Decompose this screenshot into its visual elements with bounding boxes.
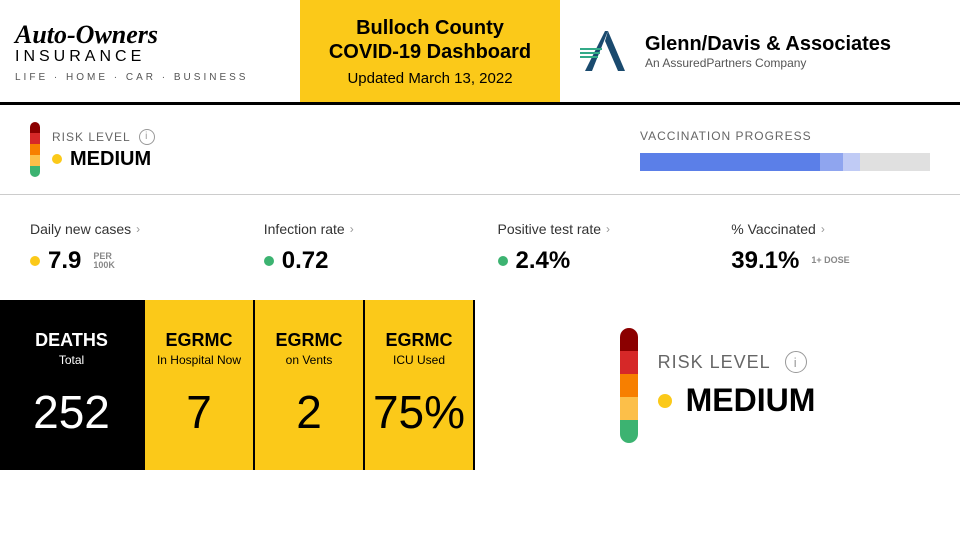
metric-value: 2.4%	[516, 247, 571, 275]
stat-title: EGRMC	[166, 331, 233, 351]
risk-label-large: RISK LEVEL	[658, 352, 771, 373]
metric-dot-icon	[30, 256, 40, 266]
metric-label: Infection rate	[264, 221, 345, 237]
stat-sub: on Vents	[286, 353, 333, 367]
risk-row: RISK LEVEL i MEDIUM VACCINATION PROGRESS	[0, 105, 960, 195]
risk-bar-icon	[30, 122, 40, 177]
vaccination-label: VACCINATION PROGRESS	[640, 129, 930, 143]
metric-label: % Vaccinated	[731, 221, 816, 237]
metric[interactable]: Positive test rate › 2.4%	[498, 221, 697, 275]
updated-date: Updated March 13, 2022	[347, 70, 512, 87]
sponsor-right-sub: An AssuredPartners Company	[645, 56, 891, 70]
stat-value: 7	[186, 385, 212, 439]
sponsor-left: Auto-Owners INSURANCE LIFE · HOME · CAR …	[0, 0, 300, 102]
chevron-right-icon: ›	[606, 222, 610, 236]
sponsor-left-name: Auto-Owners	[15, 20, 285, 50]
info-icon[interactable]: i	[139, 129, 155, 145]
page-title: Bulloch CountyCOVID-19 Dashboard	[329, 16, 531, 64]
metric-sub: PER100K	[93, 252, 115, 270]
metric-value: 7.9	[48, 247, 81, 275]
stat-value: 2	[296, 385, 322, 439]
risk-label: RISK LEVEL	[52, 130, 131, 144]
title-block: Bulloch CountyCOVID-19 Dashboard Updated…	[300, 0, 560, 102]
stat-title: EGRMC	[386, 331, 453, 351]
risk-level-large: RISK LEVEL i MEDIUM	[475, 300, 960, 470]
metric[interactable]: % Vaccinated › 39.1% 1+ DOSE	[731, 221, 930, 275]
sponsor-right-logo-icon	[580, 26, 630, 76]
stat-value: 75%	[373, 385, 465, 439]
vaccination-block: VACCINATION PROGRESS	[640, 129, 930, 171]
risk-level-small: RISK LEVEL i MEDIUM	[30, 122, 640, 177]
metric-value: 0.72	[282, 247, 329, 275]
risk-value: MEDIUM	[70, 148, 151, 171]
bottom-row: DEATHSTotal252EGRMCIn Hospital Now7EGRMC…	[0, 300, 960, 470]
sponsor-right: Glenn/Davis & Associates An AssuredPartn…	[560, 0, 960, 102]
chevron-right-icon: ›	[136, 222, 140, 236]
stat-title: EGRMC	[276, 331, 343, 351]
stat-box: DEATHS Total 252	[0, 300, 145, 470]
metric-sub: 1+ DOSE	[811, 256, 849, 265]
stat-sub: In Hospital Now	[157, 353, 241, 367]
metric[interactable]: Daily new cases › 7.9 PER100K	[30, 221, 229, 275]
metric-label: Positive test rate	[498, 221, 602, 237]
sponsor-right-name: Glenn/Davis & Associates	[645, 33, 891, 56]
stat-box: EGRMC ICU Used 75%	[365, 300, 475, 470]
chevron-right-icon: ›	[821, 222, 825, 236]
risk-dot-icon	[52, 154, 62, 164]
metric[interactable]: Infection rate › 0.72	[264, 221, 463, 275]
metric-dot-icon	[264, 256, 274, 266]
stat-sub: ICU Used	[393, 353, 445, 367]
header: Auto-Owners INSURANCE LIFE · HOME · CAR …	[0, 0, 960, 105]
vaccination-bar	[640, 153, 930, 171]
sponsor-left-line2: INSURANCE	[15, 48, 285, 66]
metric-label: Daily new cases	[30, 221, 131, 237]
stat-value: 252	[33, 385, 110, 439]
stat-box: EGRMC on Vents 2	[255, 300, 365, 470]
chevron-right-icon: ›	[350, 222, 354, 236]
risk-value-large: MEDIUM	[686, 382, 816, 419]
stat-sub: Total	[59, 353, 84, 367]
sponsor-left-tagline: LIFE · HOME · CAR · BUSINESS	[15, 72, 285, 83]
stat-box: EGRMC In Hospital Now 7	[145, 300, 255, 470]
stat-title: DEATHS	[35, 331, 108, 351]
risk-bar-large-icon	[620, 328, 638, 443]
metrics-row: Daily new cases › 7.9 PER100K Infection rate…	[0, 195, 960, 300]
risk-dot-large-icon	[658, 394, 672, 408]
metric-value: 39.1%	[731, 247, 799, 275]
metric-dot-icon	[498, 256, 508, 266]
info-icon[interactable]: i	[785, 351, 807, 373]
